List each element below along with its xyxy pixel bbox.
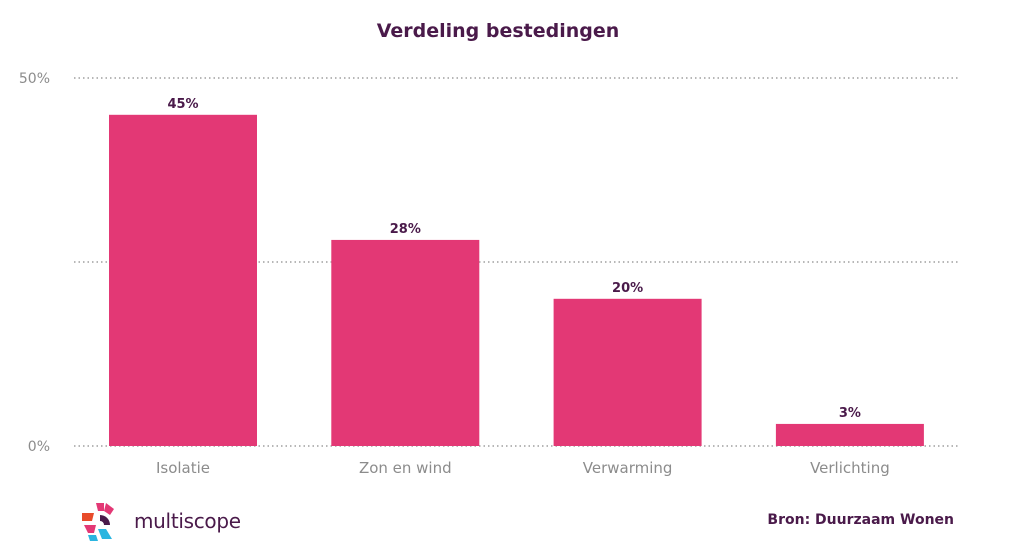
- bar-isolatie: [109, 114, 257, 447]
- bar-zon-en-wind: [331, 239, 480, 446]
- bar-verwarming: [553, 298, 702, 446]
- category-labels: Isolatie Zon en wind Verwarming Verlichting: [156, 459, 890, 477]
- bar-verlichting: [775, 423, 924, 446]
- chart-title: Verdeling bestedingen: [377, 20, 620, 42]
- multiscope-logo: multiscope: [78, 499, 241, 543]
- source-credit: Bron: Duurzaam Wonen: [767, 512, 954, 528]
- logo-text: multiscope: [134, 509, 241, 533]
- y-axis-ticks: 50% 0%: [19, 71, 50, 455]
- data-label: 28%: [390, 222, 421, 237]
- category-label: Verwarming: [583, 459, 673, 477]
- data-label: 20%: [612, 281, 643, 296]
- bars: [109, 114, 924, 447]
- y-tick-label: 0%: [28, 439, 50, 455]
- category-label: Verlichting: [810, 459, 890, 477]
- category-label: Isolatie: [156, 459, 210, 477]
- data-labels: 45% 28% 20% 3%: [167, 97, 861, 421]
- gridlines: [74, 77, 958, 447]
- data-label: 45%: [167, 97, 198, 112]
- category-label: Zon en wind: [359, 459, 452, 477]
- y-tick-label: 50%: [19, 71, 50, 87]
- multiscope-logo-icon: [82, 503, 114, 541]
- data-label: 3%: [839, 406, 861, 421]
